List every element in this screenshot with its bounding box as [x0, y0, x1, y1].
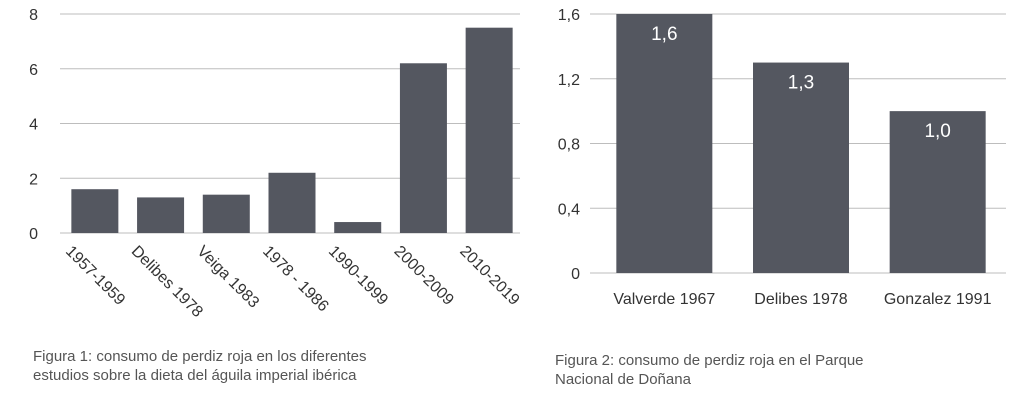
chart-1-y-tick-label: 6 — [29, 62, 38, 79]
figure-2-caption: Figura 2: consumo de perdiz roja en el P… — [555, 351, 1015, 389]
chart-2-y-tick-label: 0 — [571, 266, 580, 283]
chart-1-y-tick-label: 2 — [29, 171, 38, 188]
chart-1-y-tick-label: 8 — [29, 7, 38, 24]
chart-1-bar — [268, 172, 316, 233]
figure-1-caption-line-2: estudios sobre la dieta del águila imper… — [33, 367, 357, 384]
chart-2-data-label: 1,6 — [651, 24, 677, 45]
chart-2-y-tick-label: 0,4 — [558, 201, 580, 218]
chart-2-bar — [753, 62, 849, 273]
chart-1-bar — [399, 63, 447, 234]
chart-2-y-tick-label: 1,2 — [558, 72, 580, 89]
chart-2-data-label: 1,0 — [924, 121, 950, 142]
chart-2-data-label: 1,3 — [788, 73, 814, 94]
figure-1-caption: Figura 1: consumo de perdiz roja en los … — [33, 347, 503, 385]
chart-1-y-tick-label: 4 — [29, 117, 38, 134]
figure-1-caption-line-1: Figura 1: consumo de perdiz roja en los … — [33, 348, 367, 365]
chart-2-bar — [889, 111, 986, 273]
chart-2-x-tick-label: Gonzalez 1991 — [884, 291, 992, 308]
chart-2-y-tick-label: 0,8 — [558, 137, 580, 154]
chart-2-bar — [616, 14, 713, 273]
chart-1-bar — [202, 194, 250, 233]
chart-1-bar — [334, 222, 382, 233]
chart-1-bar — [137, 197, 185, 233]
chart-1-bar — [71, 189, 119, 233]
chart-2-x-tick-label: Delibes 1978 — [754, 291, 848, 308]
figure-2-caption-line-2: Nacional de Doñana — [555, 371, 691, 388]
chart-1-bar — [465, 27, 513, 233]
chart-1-y-tick-label: 0 — [29, 226, 38, 243]
figure-2-caption-line-1: Figura 2: consumo de perdiz roja en el P… — [555, 352, 864, 369]
chart-2-x-tick-label: Valverde 1967 — [613, 291, 715, 308]
chart-2-y-tick-label: 1,6 — [558, 7, 580, 24]
